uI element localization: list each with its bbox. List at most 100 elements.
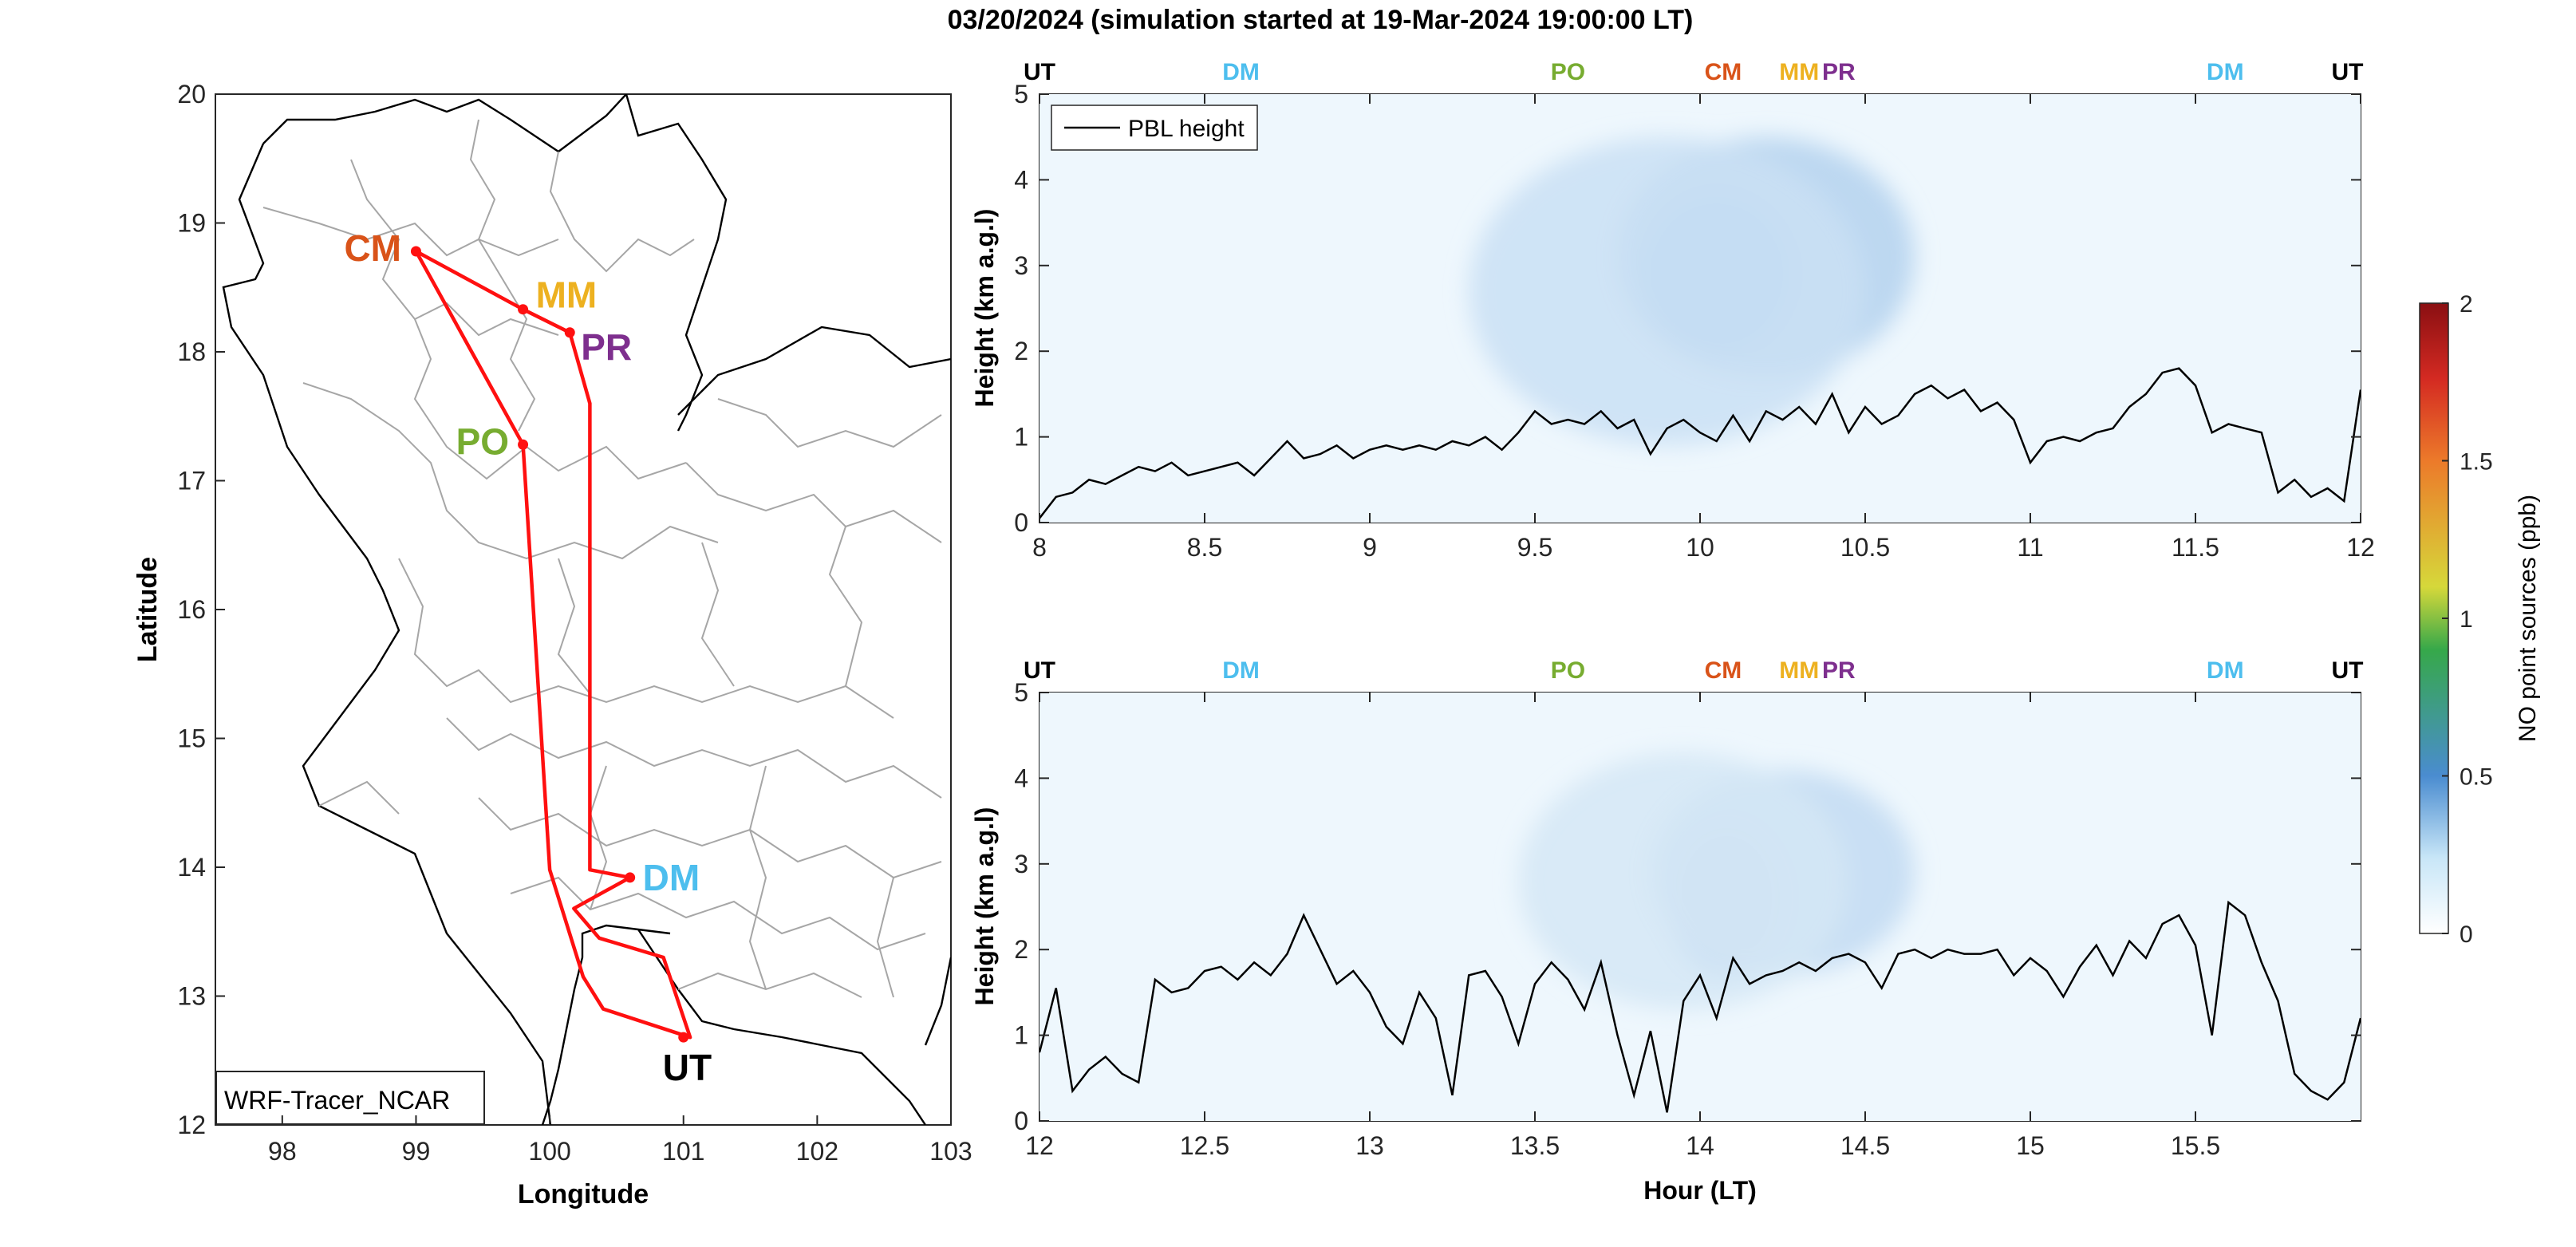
ts1-marker-cm: CM	[1705, 59, 1742, 85]
ts1-legend: PBL height	[1051, 105, 1258, 151]
ts1-marker-pr: PR	[1822, 59, 1856, 85]
colorbar-tick-label: 2	[2460, 291, 2473, 318]
station-label-ut: UT	[663, 1047, 712, 1088]
map-y-tick-label: 13	[177, 982, 206, 1011]
ts1-x-tick-label: 11.5	[2172, 533, 2219, 562]
flight-route	[414, 250, 692, 1040]
map-x-tick-label: 102	[796, 1137, 838, 1166]
colorbar: 0 0.5 1 1.5 2 NO point sources (ppb)	[2419, 291, 2541, 948]
ts2-x-tick-label: 15.5	[2171, 1131, 2220, 1160]
ts2-marker-ut: UT	[1024, 657, 1055, 684]
map-panel: CM MM PR PO DM UT WRF-Tracer_NCAR 98 99 100 101 1…	[132, 80, 972, 1210]
station-label-po: PO	[456, 420, 509, 462]
ts1-y-axis-label: Height (km a.g.l)	[970, 209, 999, 408]
ts2-y-tick-label: 1	[1014, 1021, 1028, 1050]
ts2-marker-po: PO	[1551, 657, 1585, 684]
ts1-concentration-field	[1469, 136, 1915, 446]
station-label-pr: PR	[581, 326, 632, 368]
ts1-marker-mm: MM	[1779, 59, 1819, 85]
colorbar-tick-label: 0.5	[2460, 764, 2493, 791]
figure-title: 03/20/2024 (simulation started at 19-Mar…	[948, 5, 1694, 35]
map-y-tick-label: 20	[177, 80, 206, 109]
colorbar-ticks: 0 0.5 1 1.5 2	[2442, 291, 2493, 948]
ts2-concentration-field	[1518, 752, 1915, 1010]
ts1-marker-ut: UT	[1024, 59, 1055, 85]
ts1-station-markers: UT DM PO CM MM PR DM UT	[1024, 59, 2363, 85]
station-dot-dm	[625, 872, 636, 883]
ts1-x-tick-label: 8	[1032, 533, 1047, 562]
colorbar-tick-label: 1	[2460, 606, 2473, 633]
ts2-x-tick-label: 12.5	[1180, 1131, 1229, 1160]
ts2-x-axis-label: Hour (LT)	[1643, 1176, 1757, 1205]
ts1-x-ticks: 8 8.5 9 9.5 10 10.5 11 11.5 12	[1032, 94, 2375, 562]
ts2-y-tick-label: 2	[1014, 935, 1028, 964]
ts2-marker-mm: MM	[1779, 657, 1819, 684]
ts1-y-ticks: 0 1 2 3 4 5	[1014, 80, 2361, 537]
ts2-x-tick-label: 15	[2016, 1131, 2045, 1160]
station-label-dm: DM	[643, 857, 700, 898]
map-y-tick-label: 14	[177, 853, 206, 882]
ts1-x-tick-label: 9	[1363, 533, 1377, 562]
station-labels: CM MM PR PO DM UT	[344, 227, 712, 1088]
ts1-marker-po: PO	[1551, 59, 1585, 85]
ts1-x-tick-label: 10.5	[1840, 533, 1890, 562]
ts2-y-tick-label: 5	[1014, 678, 1028, 707]
station-label-mm: MM	[536, 274, 598, 316]
coastline	[541, 924, 951, 1125]
province-borders	[262, 119, 942, 998]
station-dot-ut	[678, 1032, 689, 1043]
ts2-y-tick-label: 3	[1014, 850, 1028, 878]
map-x-ticks: 98 99 100 101 102 103	[268, 1115, 972, 1166]
ts1-x-tick-label: 8.5	[1187, 533, 1222, 562]
ts2-marker-cm: CM	[1705, 657, 1742, 684]
map-y-tick-label: 12	[177, 1111, 206, 1139]
ts2-marker-pr: PR	[1822, 657, 1856, 684]
ts2-x-tick-label: 14.5	[1840, 1131, 1890, 1160]
model-label-box	[215, 1071, 485, 1125]
country-boundary	[222, 94, 951, 1125]
colorbar-label: NO point sources (ppb)	[2515, 495, 2541, 742]
ts2-station-markers: UT DM PO CM MM PR DM UT	[1024, 657, 2363, 684]
map-y-tick-label: 16	[177, 595, 206, 624]
ts1-x-tick-label: 10	[1686, 533, 1714, 562]
ts2-y-ticks: 0 1 2 3 4 5	[1014, 678, 2361, 1135]
ts2-x-tick-label: 13.5	[1510, 1131, 1560, 1160]
station-dot-po	[518, 439, 529, 450]
station-dots	[410, 246, 689, 1043]
ts1-marker-dm: DM	[1222, 59, 1260, 85]
map-x-tick-label: 103	[929, 1137, 972, 1166]
map-x-tick-label: 100	[528, 1137, 570, 1166]
ts1-y-tick-label: 1	[1014, 423, 1028, 452]
ts2-x-ticks: 12 12.5 13 13.5 14 14.5 15 15.5	[1025, 693, 2220, 1160]
map-x-axis-label: Longitude	[518, 1179, 649, 1210]
map-y-tick-label: 17	[177, 467, 206, 495]
map-x-tick-label: 99	[402, 1137, 431, 1166]
ts1-marker-dm: DM	[2207, 59, 2244, 85]
ts1-marker-ut: UT	[2331, 59, 2363, 85]
ts1-y-tick-label: 5	[1014, 80, 1028, 109]
ts1-y-tick-label: 2	[1014, 337, 1028, 365]
station-label-cm: CM	[344, 227, 401, 269]
map-y-axis-label: Latitude	[132, 557, 163, 662]
ts2-x-tick-label: 14	[1686, 1131, 1714, 1160]
colorbar-tick-label: 1.5	[2460, 449, 2493, 476]
map-y-tick-label: 19	[177, 209, 206, 238]
station-dot-mm	[518, 304, 529, 315]
ts2-x-tick-label: 13	[1355, 1131, 1384, 1160]
station-dot-cm	[410, 246, 421, 257]
ts2-y-tick-label: 4	[1014, 764, 1028, 792]
ts2-field-blob	[1518, 752, 1849, 1010]
ts1-y-tick-label: 0	[1014, 508, 1028, 537]
map-y-ticks: 12 13 14 15 16 17 18 19 20	[177, 80, 225, 1139]
ts2-marker-ut: UT	[2331, 657, 2363, 684]
ts1-x-tick-label: 12	[2346, 533, 2375, 562]
ts1-x-tick-label: 11	[2017, 533, 2043, 562]
ts1-y-tick-label: 3	[1014, 251, 1028, 280]
map-y-tick-label: 15	[177, 724, 206, 753]
station-dot-pr	[564, 327, 575, 338]
ts1-x-tick-label: 9.5	[1517, 533, 1552, 562]
ts1-y-tick-label: 4	[1014, 165, 1028, 194]
